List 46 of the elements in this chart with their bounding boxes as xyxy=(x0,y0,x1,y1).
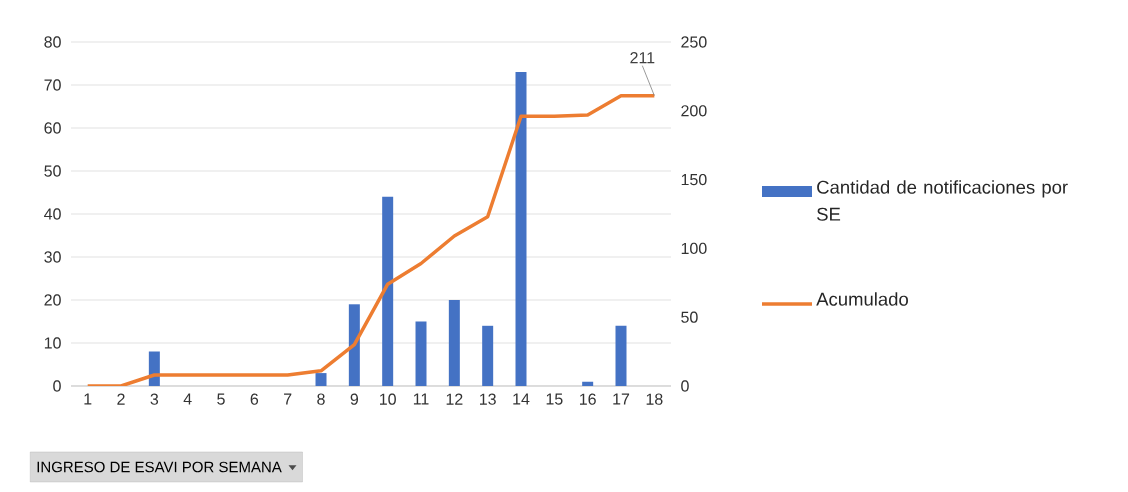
y-tick-label: 0 xyxy=(53,380,61,392)
y-tick-label: 70 xyxy=(44,79,61,91)
x-tick-label: 13 xyxy=(480,393,496,405)
y2-tick-label: 0 xyxy=(681,380,689,392)
x-tick-label: 17 xyxy=(613,393,630,405)
bar xyxy=(415,321,427,386)
y-tick-label: 30 xyxy=(44,251,61,263)
y-tick-label: 80 xyxy=(44,36,61,48)
x-tick-label: 4 xyxy=(183,393,192,405)
annotation: 211 xyxy=(630,52,655,64)
bar xyxy=(515,72,527,386)
x-tick-label: 18 xyxy=(646,393,663,405)
bar xyxy=(382,196,394,386)
y-tick-label: 20 xyxy=(44,294,61,306)
bar xyxy=(448,299,460,386)
bar xyxy=(315,373,327,386)
bar xyxy=(615,325,627,386)
legend-label: Acumulado xyxy=(816,292,908,306)
text: INGRESO DE ESAVI POR SEMANA xyxy=(37,461,282,473)
x-tick-label: 3 xyxy=(150,393,159,405)
x-tick-label: 1 xyxy=(84,393,92,405)
x-tick-label: 15 xyxy=(546,393,563,405)
x-tick-label: 16 xyxy=(580,393,596,405)
y2-tick-label: 100 xyxy=(681,242,707,255)
y-tick-label: 10 xyxy=(44,337,61,349)
x-tick-label: 11 xyxy=(413,393,429,405)
x-tick-label: 12 xyxy=(446,393,463,405)
x-tick-label: 14 xyxy=(513,393,530,405)
y-tick-label: 50 xyxy=(44,165,61,177)
x-tick-label: 9 xyxy=(350,393,359,405)
x-tick-label: 7 xyxy=(284,393,292,405)
y2-tick-label: 250 xyxy=(681,36,707,48)
y2-tick-label: 150 xyxy=(681,173,707,186)
x-tick-label: 6 xyxy=(250,393,259,405)
x-tick-label: 8 xyxy=(317,393,325,405)
y-tick-label: 60 xyxy=(44,122,61,134)
bar xyxy=(482,325,494,386)
bar xyxy=(582,381,594,386)
x-tick-label: 2 xyxy=(117,393,125,405)
y2-tick-label: 200 xyxy=(681,105,707,117)
x-tick-label: 10 xyxy=(380,393,396,405)
y2-tick-label: 50 xyxy=(681,311,698,323)
y-tick-label: 40 xyxy=(44,208,61,220)
legend-label: Cantidad de notificaciones por SE xyxy=(817,180,1068,221)
bar xyxy=(348,304,360,386)
x-tick-label: 5 xyxy=(217,393,225,405)
